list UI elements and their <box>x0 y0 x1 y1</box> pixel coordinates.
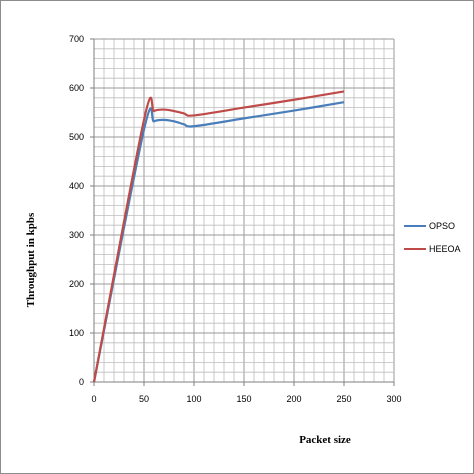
legend-label-heeoa: HEEOA <box>429 244 461 254</box>
x-axis-title: Packet size <box>299 434 351 446</box>
y-tick-label: 600 <box>69 83 84 93</box>
series-lines <box>92 90 345 383</box>
legend-item-heeoa: HEEOA <box>404 244 461 254</box>
y-tick-label: 700 <box>69 34 84 44</box>
y-axis-title: Throughput in kpbs <box>25 212 37 307</box>
series-line-opso <box>92 101 345 383</box>
y-tick-label: 100 <box>69 328 84 338</box>
series-line-heeoa <box>92 90 345 383</box>
legend-item-opso: OPSO <box>404 221 455 231</box>
x-tick-label: 150 <box>236 394 251 404</box>
y-tick-label: 400 <box>69 181 84 191</box>
y-tick-label: 0 <box>79 377 84 387</box>
x-tick-label: 250 <box>336 394 351 404</box>
legend-label-opso: OPSO <box>429 221 455 231</box>
x-tick-label: 100 <box>186 394 201 404</box>
legend: OPSO HEEOA <box>404 221 461 254</box>
x-tick-label: 50 <box>139 394 149 404</box>
grid <box>93 38 395 383</box>
y-tick-label: 300 <box>69 230 84 240</box>
x-tick-label: 0 <box>91 394 96 404</box>
y-tick-label: 500 <box>69 132 84 142</box>
x-tick-label: 300 <box>386 394 401 404</box>
tick-labels: 0 50 100 150 200 250 300 0 100 200 300 400 500 600 700 <box>69 34 402 404</box>
x-tick-label: 200 <box>286 394 301 404</box>
y-tick-label: 200 <box>69 279 84 289</box>
